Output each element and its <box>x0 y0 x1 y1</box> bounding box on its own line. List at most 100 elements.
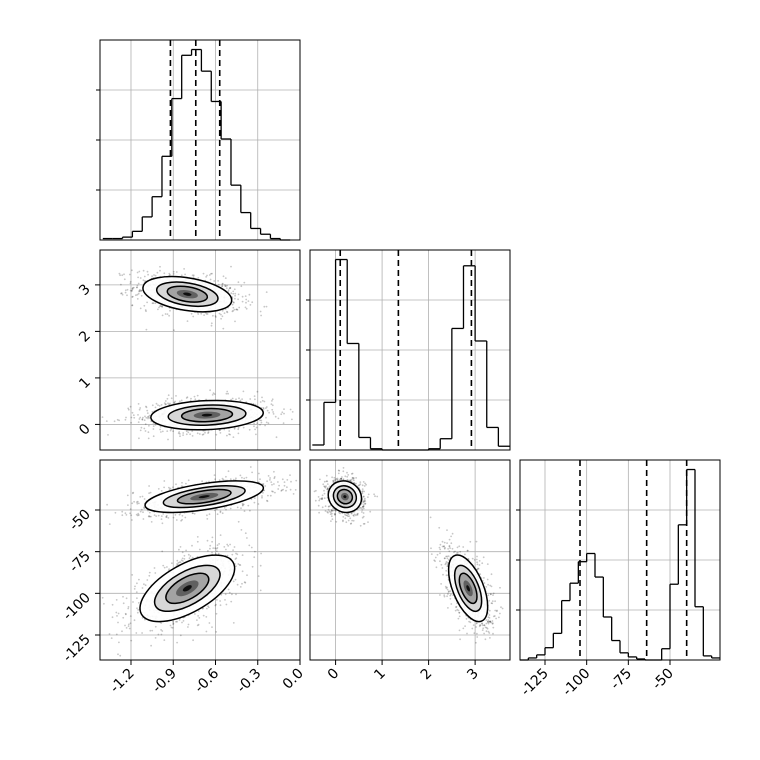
sample-point <box>475 540 478 543</box>
sample-point <box>210 322 213 325</box>
sample-point <box>197 277 200 279</box>
sample-point <box>111 616 114 619</box>
sample-point <box>191 544 193 547</box>
sample-point <box>485 626 488 629</box>
sample-point <box>259 564 262 567</box>
sample-point <box>233 546 236 548</box>
sample-point <box>208 513 211 516</box>
sample-point <box>265 406 268 408</box>
sample-point <box>314 499 317 502</box>
contour-line <box>180 407 234 423</box>
sample-point <box>266 499 268 502</box>
sample-point <box>353 513 356 516</box>
sample-point <box>176 641 179 644</box>
sample-point <box>443 595 446 598</box>
sample-point <box>256 422 259 424</box>
sample-point <box>358 507 361 509</box>
sample-point <box>179 433 181 435</box>
contour-line <box>327 480 363 514</box>
sample-point <box>226 284 229 287</box>
sample-point <box>261 396 263 399</box>
sample-point <box>209 544 212 547</box>
sample-point <box>264 485 267 487</box>
sample-point <box>139 288 141 291</box>
sample-point <box>447 559 450 561</box>
sample-point <box>180 519 183 522</box>
sample-point <box>488 599 491 602</box>
sample-point <box>208 622 211 624</box>
sample-point <box>139 510 142 513</box>
sample-point <box>230 265 232 268</box>
sample-point <box>487 621 490 623</box>
sample-point <box>210 272 212 275</box>
sample-point <box>248 428 251 431</box>
sample-point <box>178 619 181 621</box>
sample-point <box>223 546 226 548</box>
sample-point <box>148 414 151 417</box>
sample-point <box>454 609 457 612</box>
sample-point <box>226 543 229 546</box>
sample-point <box>495 610 498 613</box>
sample-point <box>241 502 244 505</box>
sample-point <box>198 433 201 435</box>
sample-point <box>278 484 280 487</box>
sample-point <box>189 555 192 557</box>
sample-point <box>491 623 494 625</box>
sample-point <box>131 288 134 290</box>
sample-point <box>220 593 223 596</box>
sample-point <box>326 488 329 491</box>
sample-point <box>245 476 248 479</box>
panel-frame <box>99 249 301 451</box>
sample-point <box>237 426 240 429</box>
sample-point <box>208 480 210 483</box>
sample-point <box>182 434 185 436</box>
sample-point <box>201 480 204 483</box>
sample-point <box>326 487 329 490</box>
sample-point <box>175 483 177 486</box>
sample-point <box>150 644 153 647</box>
sample-point <box>204 431 206 434</box>
sample-point <box>259 589 262 592</box>
sample-point <box>345 521 348 524</box>
sample-point <box>183 268 186 270</box>
sample-point <box>196 624 199 627</box>
sample-point <box>172 623 175 626</box>
sample-point <box>211 551 213 554</box>
sample-point <box>269 477 271 479</box>
sample-point <box>136 597 138 600</box>
sample-point <box>125 627 128 629</box>
sample-point <box>119 654 122 657</box>
sample-point <box>364 502 366 505</box>
sample-point <box>477 567 479 570</box>
sample-point <box>207 550 209 552</box>
sample-point <box>138 578 140 581</box>
sample-point <box>179 512 182 515</box>
sample-point <box>448 544 451 547</box>
sample-point <box>133 416 136 419</box>
sample-point <box>342 516 345 518</box>
sample-point <box>137 602 140 604</box>
sample-point <box>282 422 285 424</box>
sample-point <box>332 481 335 484</box>
sample-point <box>121 510 124 513</box>
sample-point <box>136 582 138 585</box>
sample-point <box>237 432 240 435</box>
density-cluster <box>106 466 298 525</box>
sample-point <box>196 394 199 397</box>
sample-point <box>127 504 129 506</box>
sample-point <box>233 288 236 291</box>
sample-point <box>192 276 195 279</box>
sample-point <box>172 620 174 623</box>
sample-point <box>228 591 231 594</box>
panel-frame <box>519 459 721 661</box>
sample-point <box>329 511 332 514</box>
sample-point <box>161 314 164 317</box>
sample-point <box>236 553 239 556</box>
sample-point <box>320 497 323 500</box>
sample-point <box>216 599 218 601</box>
sample-point <box>475 622 478 625</box>
sample-point <box>331 512 333 515</box>
sample-point <box>327 508 330 511</box>
sample-point <box>249 466 252 468</box>
sample-point <box>348 515 351 517</box>
